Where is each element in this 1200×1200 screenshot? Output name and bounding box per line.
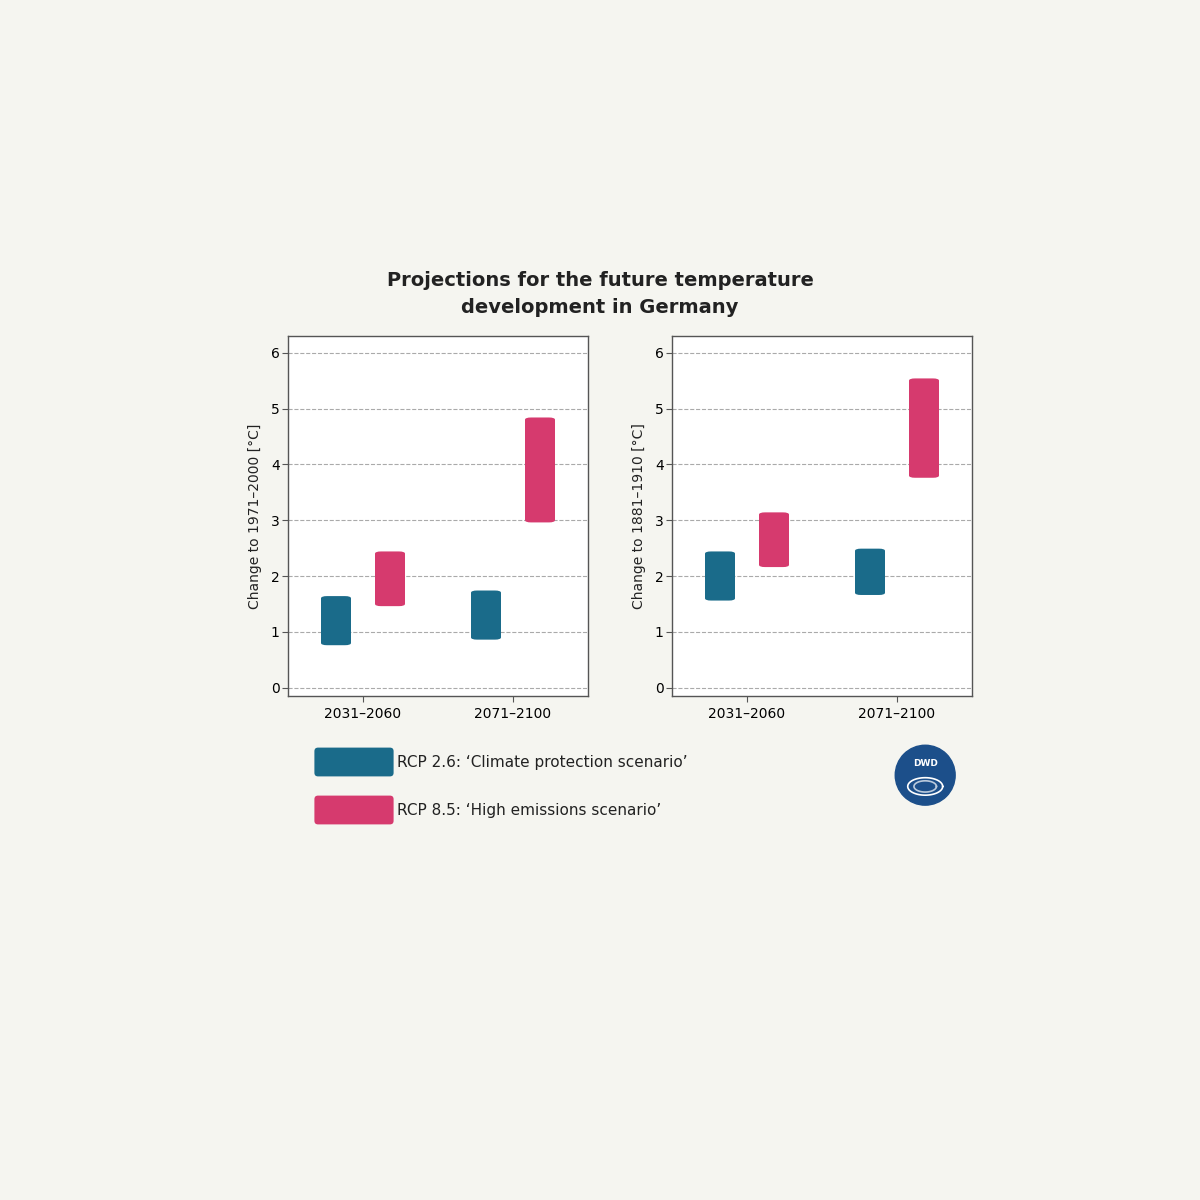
FancyBboxPatch shape — [470, 590, 502, 640]
Y-axis label: Change to 1881–1910 [°C]: Change to 1881–1910 [°C] — [632, 424, 647, 608]
FancyBboxPatch shape — [760, 512, 790, 568]
FancyBboxPatch shape — [706, 552, 736, 600]
Text: Projections for the future temperature
development in Germany: Projections for the future temperature d… — [386, 271, 814, 317]
Circle shape — [895, 745, 955, 805]
FancyBboxPatch shape — [910, 378, 940, 478]
FancyBboxPatch shape — [526, 418, 554, 522]
FancyBboxPatch shape — [374, 552, 406, 606]
Y-axis label: Change to 1971–2000 [°C]: Change to 1971–2000 [°C] — [248, 424, 263, 608]
FancyBboxPatch shape — [856, 548, 886, 595]
Text: DWD: DWD — [913, 760, 937, 768]
FancyBboxPatch shape — [322, 596, 352, 646]
Text: RCP 8.5: ‘High emissions scenario’: RCP 8.5: ‘High emissions scenario’ — [397, 803, 661, 817]
Text: RCP 2.6: ‘Climate protection scenario’: RCP 2.6: ‘Climate protection scenario’ — [397, 755, 688, 769]
